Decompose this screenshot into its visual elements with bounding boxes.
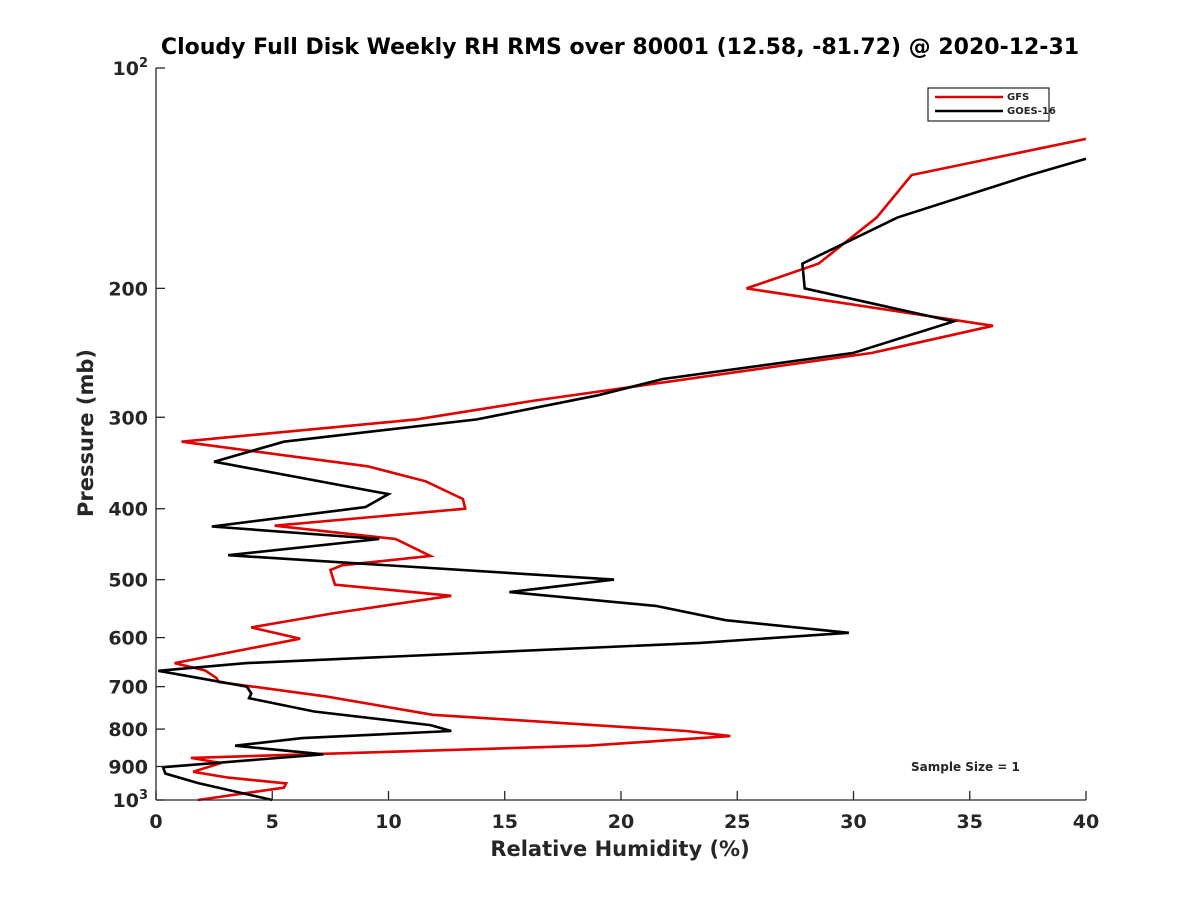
x-axis: 0 5 10 15 20 25 30 35 40 [149,791,1099,833]
y-tick-label: 700 [108,677,148,699]
x-tick-label: 0 [149,811,162,833]
chart-title: Cloudy Full Disk Weekly RH RMS over 8000… [161,35,1079,60]
y-tick-label: 300 [108,407,148,429]
x-tick-label: 15 [492,811,518,833]
plot-area [155,68,1087,802]
x-axis-label: Relative Humidity (%) [490,837,749,861]
y-tick-label: 102 [113,56,149,80]
y-tick-label: 500 [108,570,148,592]
series-line-gfs [174,137,1087,802]
legend-label-goes-16: GOES-16 [1007,106,1056,117]
y-axis: 102 200 300 400 500 600 700 800 900 103 [108,56,165,812]
x-tick-label: 35 [957,811,983,833]
legend: GFS GOES-16 [927,87,1056,122]
y-tick-label: 600 [108,628,148,650]
x-tick-label: 20 [608,811,634,833]
y-tick-label: 900 [108,757,148,779]
y-tick-label: 400 [108,499,148,521]
x-tick-label: 10 [375,811,401,833]
legend-label-gfs: GFS [1007,92,1029,103]
sample-size-annotation: Sample Size = 1 [911,760,1020,774]
x-tick-label: 25 [724,811,750,833]
y-tick-label: 200 [108,278,148,300]
x-tick-label: 40 [1073,811,1099,833]
series-line-goes-16 [158,157,1087,802]
y-tick-label: 103 [113,788,149,812]
legend-box [927,87,1050,122]
x-tick-label: 5 [266,811,279,833]
y-tick-label: 800 [108,719,148,741]
x-tick-label: 30 [840,811,866,833]
y-axis-label: Pressure (mb) [74,349,98,517]
